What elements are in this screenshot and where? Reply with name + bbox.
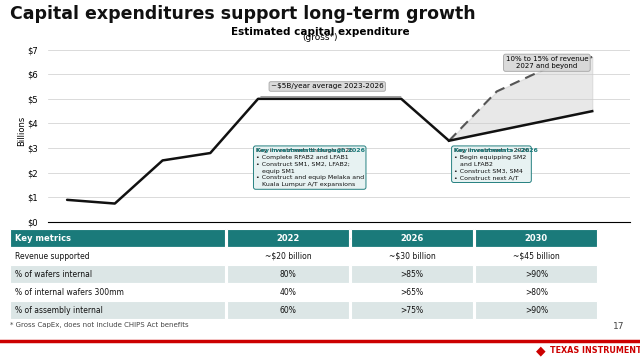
Text: ~$45 billion: ~$45 billion (513, 252, 560, 261)
Text: ~$20 billion: ~$20 billion (265, 252, 311, 261)
Text: TEXAS INSTRUMENTS: TEXAS INSTRUMENTS (550, 347, 640, 355)
Text: % of assembly internal: % of assembly internal (15, 306, 102, 315)
Text: * Gross CapEx, does not include CHIPS Act benefits: * Gross CapEx, does not include CHIPS Ac… (10, 322, 188, 328)
Text: Estimated capital expenditure: Estimated capital expenditure (230, 27, 410, 37)
Text: % of internal wafers 300mm: % of internal wafers 300mm (15, 288, 124, 297)
Text: Revenue supported: Revenue supported (15, 252, 90, 261)
Text: Capital expenditures support long-term growth: Capital expenditures support long-term g… (10, 5, 476, 23)
Text: 2022: 2022 (276, 234, 300, 243)
Text: 40%: 40% (280, 288, 296, 297)
Text: Key investments >2026: Key investments >2026 (454, 148, 538, 153)
Text: 60%: 60% (280, 306, 296, 315)
Text: Key investments >2026
• Begin equipping SM2
   and LFAB2
• Construct SM3, SM4
• : Key investments >2026 • Begin equipping … (454, 148, 529, 180)
Text: 80%: 80% (280, 270, 296, 279)
Text: >90%: >90% (525, 270, 548, 279)
Text: % of wafers internal: % of wafers internal (15, 270, 92, 279)
Text: ◆: ◆ (536, 344, 546, 357)
Text: (gross*): (gross*) (302, 32, 338, 42)
Text: >65%: >65% (401, 288, 424, 297)
Text: ~$30 billion: ~$30 billion (388, 252, 436, 261)
Text: 17: 17 (612, 322, 624, 331)
Text: 2030: 2030 (525, 234, 548, 243)
Y-axis label: Billions: Billions (17, 116, 26, 146)
Text: >80%: >80% (525, 288, 548, 297)
Text: >75%: >75% (401, 306, 424, 315)
Text: >90%: >90% (525, 306, 548, 315)
Text: 10% to 15% of revenue
2027 and beyond: 10% to 15% of revenue 2027 and beyond (506, 56, 588, 69)
Text: 2026: 2026 (401, 234, 424, 243)
Text: Key metrics: Key metrics (15, 234, 70, 243)
Text: >85%: >85% (401, 270, 424, 279)
Text: ~$5B/year average 2023-2026: ~$5B/year average 2023-2026 (271, 83, 383, 90)
Text: Key investments through 2026: Key investments through 2026 (255, 148, 365, 153)
Text: Key investments through 2026
• Complete RFAB2 and LFAB1
• Construct SM1, SM2, LF: Key investments through 2026 • Complete … (255, 148, 364, 187)
